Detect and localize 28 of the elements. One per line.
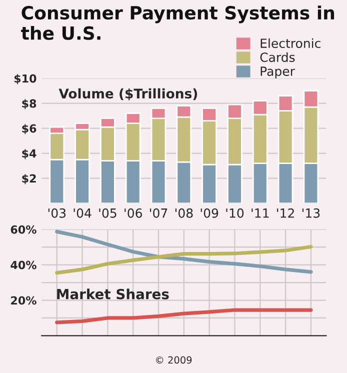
line-series: [55, 244, 313, 275]
x-tick-label: '10: [226, 208, 244, 218]
y-tick-label: $2: [22, 174, 36, 184]
x-tick-label: '08: [175, 208, 193, 218]
y-tick-label: 40%: [10, 260, 36, 270]
text: Market Shares: [57, 288, 169, 300]
line-series: [55, 230, 313, 274]
y-tick-label: $4: [22, 149, 36, 160]
x-tick-label: '11: [252, 208, 269, 218]
x-tick-label: '09: [200, 208, 218, 218]
text: © 2009: [156, 356, 192, 364]
x-tick-label: '13: [302, 208, 320, 218]
y-tick-label: $10: [14, 74, 36, 84]
legend-label: Electronic: [260, 38, 320, 48]
y-tick-label: 20%: [11, 296, 36, 305]
text: Volume ($Trillions): [58, 88, 198, 100]
x-tick-label: '05: [99, 208, 116, 218]
x-tick-label: '06: [124, 208, 142, 218]
y-tick-label: 60%: [10, 225, 36, 234]
x-tick-label: '03: [48, 208, 66, 218]
x-tick-label: '07: [150, 208, 168, 218]
legend-label: Paper: [260, 66, 295, 78]
legend-label: Cards: [260, 52, 295, 62]
y-tick-label: $8: [22, 99, 36, 110]
x-tick-label: '04: [74, 208, 92, 218]
line-series: [55, 308, 313, 324]
x-tick-label: '12: [277, 208, 294, 218]
y-tick-label: $6: [22, 124, 36, 134]
